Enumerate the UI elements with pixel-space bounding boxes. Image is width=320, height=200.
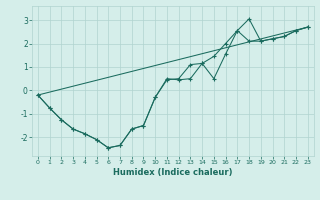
- X-axis label: Humidex (Indice chaleur): Humidex (Indice chaleur): [113, 168, 233, 177]
